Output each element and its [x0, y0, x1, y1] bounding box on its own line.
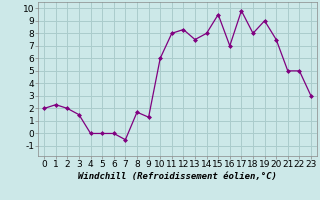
X-axis label: Windchill (Refroidissement éolien,°C): Windchill (Refroidissement éolien,°C): [78, 172, 277, 181]
